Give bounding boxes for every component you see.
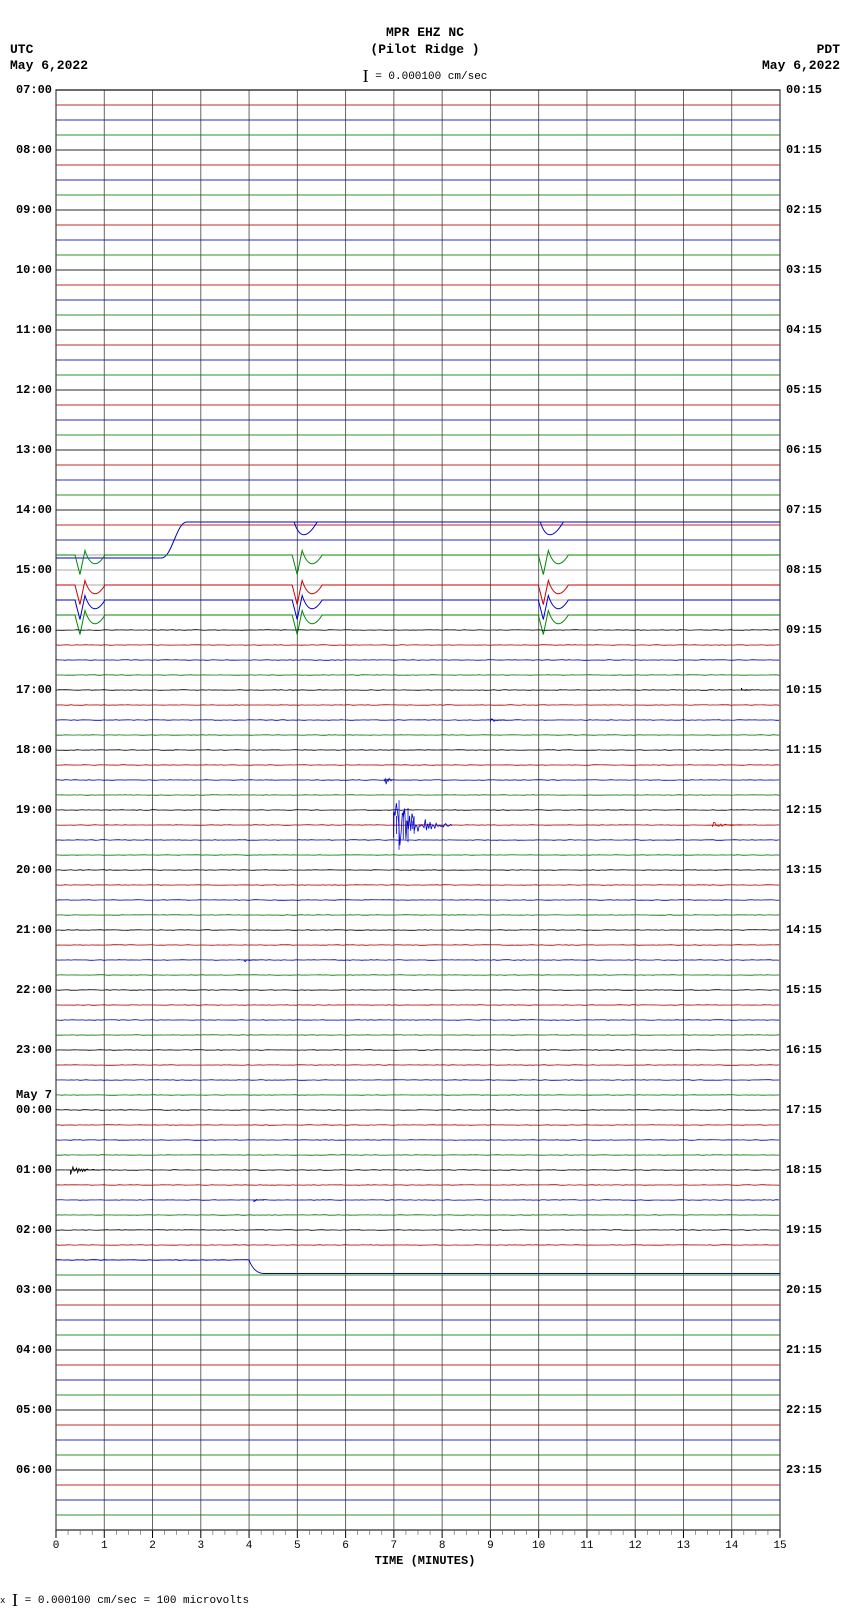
utc-hour-label: 04:00 [2, 1343, 52, 1357]
pdt-hour-label: 21:15 [786, 1343, 822, 1357]
pdt-hour-label: 13:15 [786, 863, 822, 877]
pdt-hour-label: 07:15 [786, 503, 822, 517]
pdt-hour-label: 14:15 [786, 923, 822, 937]
utc-hour-label: 12:00 [2, 383, 52, 397]
utc-hour-label: 09:00 [2, 203, 52, 217]
utc-hour-label: 20:00 [2, 863, 52, 877]
pdt-hour-label: 08:15 [786, 563, 822, 577]
x-tick-label: 4 [246, 1540, 253, 1552]
utc-hour-label: 10:00 [2, 263, 52, 277]
pdt-hour-label: 16:15 [786, 1043, 822, 1057]
pdt-hour-label: 05:15 [786, 383, 822, 397]
x-tick-label: 9 [487, 1540, 494, 1552]
utc-hour-label: 15:00 [2, 563, 52, 577]
pdt-hour-label: 02:15 [786, 203, 822, 217]
utc-hour-label: 16:00 [2, 623, 52, 637]
utc-hour-label: 07:00 [2, 83, 52, 97]
pdt-hour-label: 19:15 [786, 1223, 822, 1237]
x-axis-title: TIME (MINUTES) [0, 1554, 850, 1568]
seismogram-container: MPR EHZ NC (Pilot Ridge ) I = 0.000100 c… [0, 0, 850, 1613]
pdt-hour-label: 06:15 [786, 443, 822, 457]
x-tick-label: 10 [532, 1540, 545, 1552]
pdt-hour-label: 12:15 [786, 803, 822, 817]
x-tick-label: 12 [629, 1540, 642, 1552]
utc-hour-label: 02:00 [2, 1223, 52, 1237]
utc-hour-label: 23:00 [2, 1043, 52, 1057]
scale-bar-icon: I [12, 1590, 18, 1610]
utc-hour-label: 13:00 [2, 443, 52, 457]
x-tick-label: 8 [439, 1540, 446, 1552]
x-tick-label: 15 [773, 1540, 786, 1552]
utc-hour-label: 18:00 [2, 743, 52, 757]
utc-hour-label: 19:00 [2, 803, 52, 817]
utc-hour-label: 14:00 [2, 503, 52, 517]
pdt-hour-label: 18:15 [786, 1163, 822, 1177]
pdt-hour-label: 23:15 [786, 1463, 822, 1477]
pdt-hour-label: 17:15 [786, 1103, 822, 1117]
x-tick-label: 2 [149, 1540, 156, 1552]
pdt-hour-label: 03:15 [786, 263, 822, 277]
pdt-hour-label: 11:15 [786, 743, 822, 757]
utc-hour-label: 17:00 [2, 683, 52, 697]
date-left-2: May 7 [2, 1088, 52, 1102]
utc-hour-label: 22:00 [2, 983, 52, 997]
utc-hour-label: 11:00 [2, 323, 52, 337]
pdt-hour-label: 15:15 [786, 983, 822, 997]
seismogram-plot [0, 0, 850, 1613]
x-tick-label: 1 [101, 1540, 108, 1552]
pdt-hour-label: 09:15 [786, 623, 822, 637]
utc-hour-label: 08:00 [2, 143, 52, 157]
x-tick-label: 14 [725, 1540, 738, 1552]
pdt-hour-label: 01:15 [786, 143, 822, 157]
pdt-hour-label: 20:15 [786, 1283, 822, 1297]
pdt-hour-label: 04:15 [786, 323, 822, 337]
utc-hour-label: 05:00 [2, 1403, 52, 1417]
pdt-hour-label: 22:15 [786, 1403, 822, 1417]
utc-hour-label: 21:00 [2, 923, 52, 937]
x-tick-label: 0 [53, 1540, 60, 1552]
x-tick-label: 13 [677, 1540, 690, 1552]
utc-hour-label: 06:00 [2, 1463, 52, 1477]
x-tick-label: 6 [342, 1540, 349, 1552]
pdt-hour-label: 00:15 [786, 83, 822, 97]
x-tick-label: 11 [580, 1540, 593, 1552]
pdt-hour-label: 10:15 [786, 683, 822, 697]
x-tick-label: 3 [197, 1540, 204, 1552]
utc-hour-label: 03:00 [2, 1283, 52, 1297]
footer-scale: x I = 0.000100 cm/sec = 100 microvolts [0, 1590, 249, 1611]
x-tick-label: 7 [391, 1540, 398, 1552]
utc-hour-label: 00:00 [2, 1103, 52, 1117]
utc-hour-label: 01:00 [2, 1163, 52, 1177]
x-tick-label: 5 [294, 1540, 301, 1552]
